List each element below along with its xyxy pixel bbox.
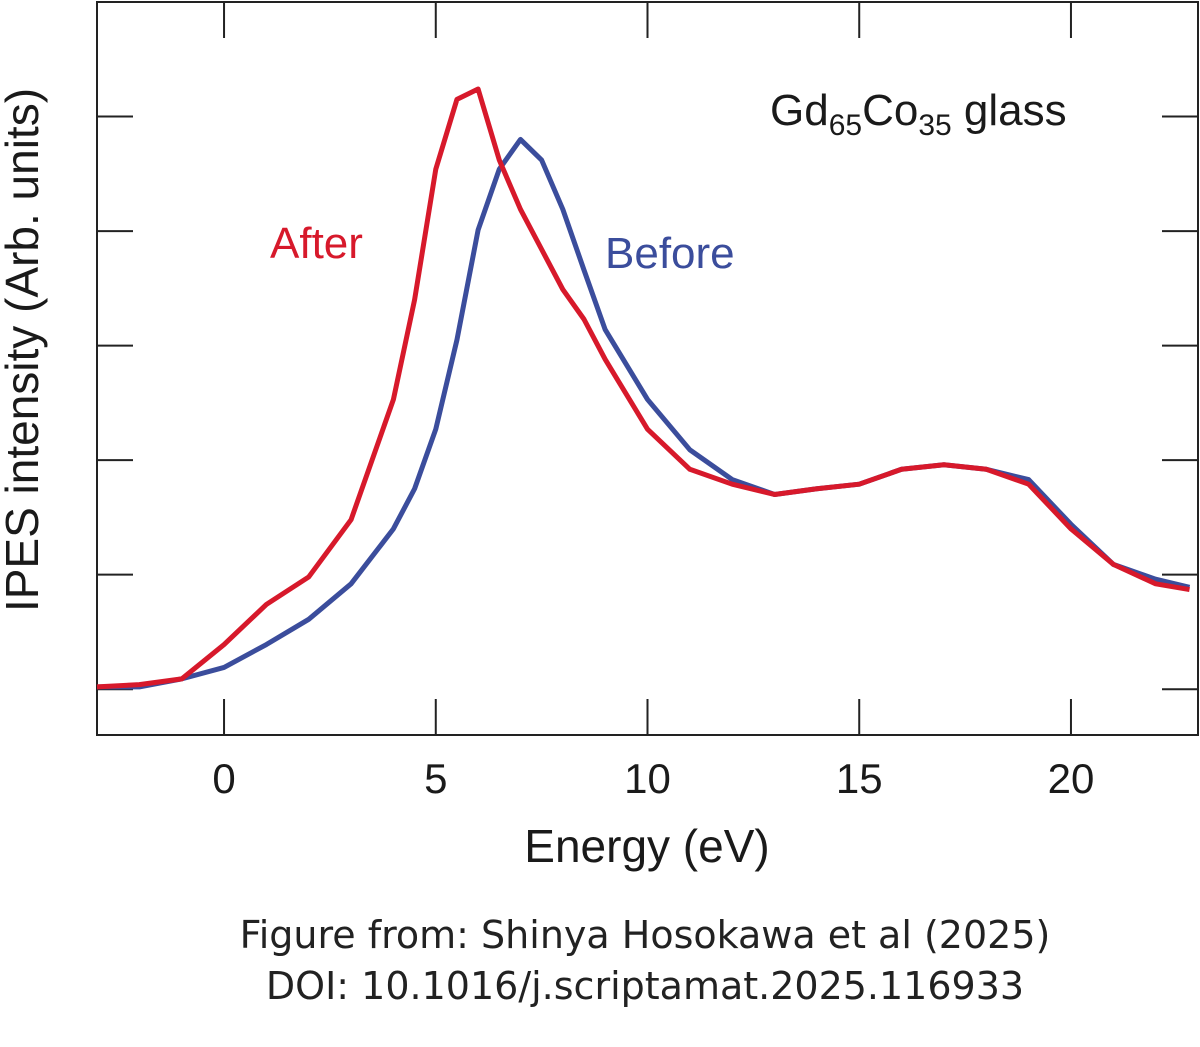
x-tick-label: 15: [836, 755, 883, 802]
x-axis-title: Energy (eV): [524, 820, 769, 872]
legend-label: Before: [605, 229, 735, 278]
x-tick-label: 5: [424, 755, 447, 802]
title-part: 65: [829, 109, 862, 142]
title-part: glass: [952, 86, 1067, 135]
data-line: [96, 86, 1190, 690]
title-part: Gd: [770, 86, 829, 135]
x-tick-label: 20: [1048, 755, 1095, 802]
title-part: Co: [862, 86, 918, 135]
data-line: [97, 136, 1191, 690]
title-part: 35: [918, 109, 951, 142]
caption: Figure from: Shinya Hosokawa et al (2025…: [240, 913, 1051, 957]
y-axis-title: IPES intensity (Arb. units): [0, 88, 48, 612]
x-tick-label: 10: [624, 755, 671, 802]
x-tick-label: 0: [212, 755, 235, 802]
legend-label: After: [270, 219, 363, 268]
chart-title: Gd65Co35 glass: [770, 86, 1067, 142]
caption: DOI: 10.1016/j.scriptamat.2025.116933: [266, 964, 1024, 1008]
